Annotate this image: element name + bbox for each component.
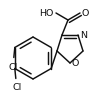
- Text: O: O: [71, 59, 79, 68]
- Text: Cl: Cl: [12, 83, 21, 93]
- Text: N: N: [79, 30, 86, 39]
- Text: Cl: Cl: [8, 63, 17, 72]
- Text: HO: HO: [39, 9, 54, 18]
- Text: O: O: [81, 9, 89, 18]
